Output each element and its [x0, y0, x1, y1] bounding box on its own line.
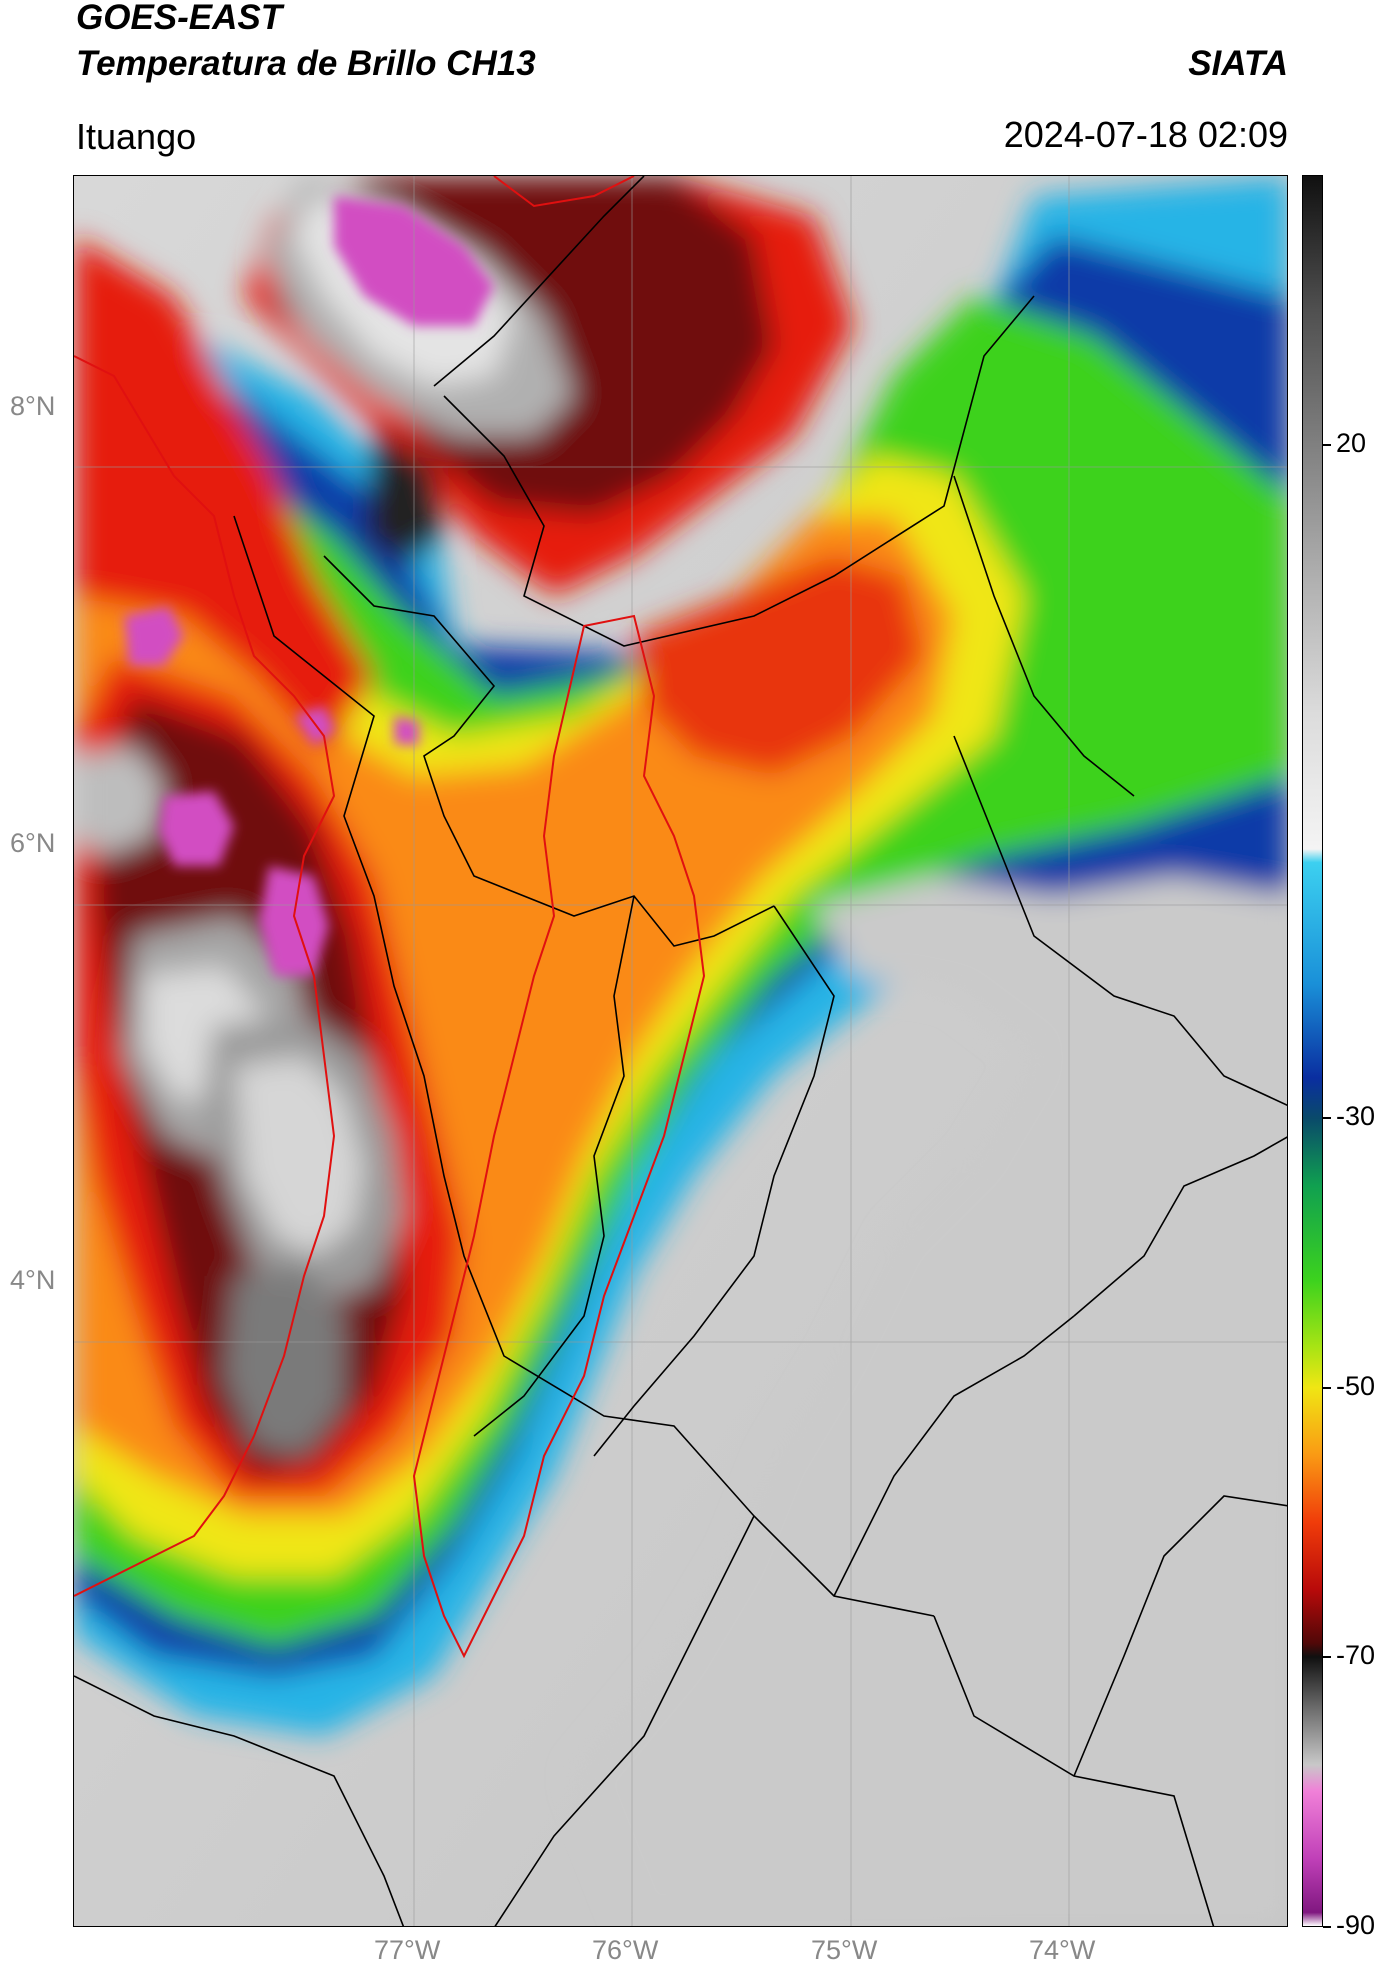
lon-label-75w: 75°W: [811, 1935, 878, 1965]
map-canvas: [74, 176, 1287, 1926]
colorbar-label: 20: [1336, 427, 1367, 458]
lon-label-76w: 76°W: [592, 1935, 659, 1965]
region-borders: [74, 176, 1287, 1926]
colorbar-tick: [1323, 1656, 1331, 1659]
colorbar: [1302, 175, 1323, 1927]
datetime-label: 2024-07-18 02:09: [1003, 114, 1288, 155]
highlighted-borders: [74, 176, 706, 1659]
colorbar-tick: [1323, 443, 1331, 446]
lat-label-6n: 6°N: [10, 828, 56, 858]
satellite-map[interactable]: [73, 175, 1288, 1927]
location-label: Ituango: [76, 116, 197, 157]
colorbar-tick: [1323, 1386, 1331, 1389]
satellite-title: GOES-EAST: [76, 0, 283, 37]
colorbar-label: -30: [1336, 1101, 1376, 1132]
colorbar-tick: [1323, 1926, 1331, 1928]
lat-label-8n: 8°N: [10, 391, 56, 421]
colorbar-label: -90: [1336, 1910, 1376, 1940]
lon-label-77w: 77°W: [374, 1935, 441, 1965]
product-title: Temperatura de Brillo CH13: [76, 44, 536, 83]
cloud-top-field: [74, 176, 1287, 1926]
colorbar-label: -50: [1336, 1370, 1376, 1401]
lon-label-74w: 74°W: [1029, 1935, 1096, 1965]
organization-label: SIATA: [1188, 44, 1288, 83]
colorbar-tick: [1323, 1117, 1331, 1120]
colorbar-label: -70: [1336, 1640, 1376, 1671]
lat-label-4n: 4°N: [10, 1265, 56, 1295]
graticule: [74, 176, 1287, 1926]
